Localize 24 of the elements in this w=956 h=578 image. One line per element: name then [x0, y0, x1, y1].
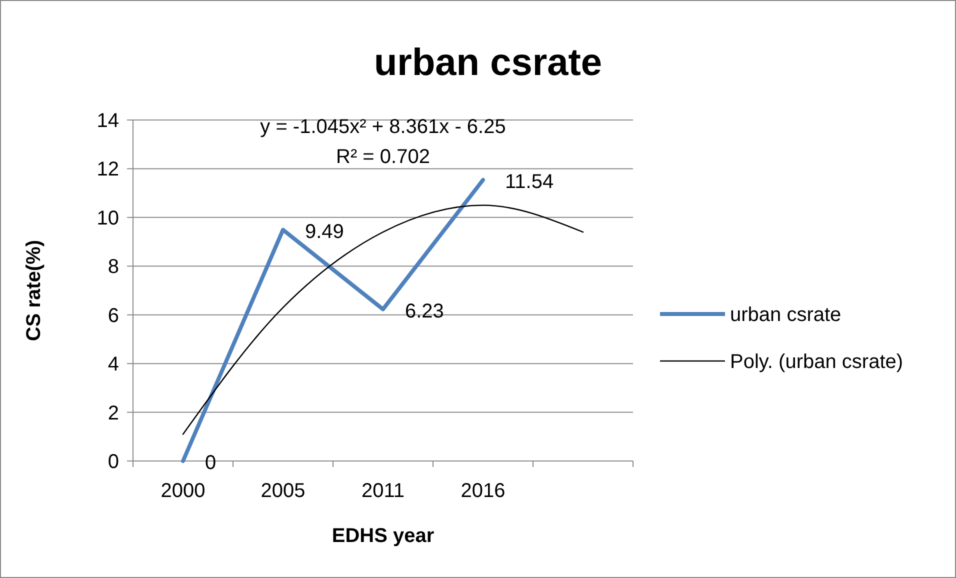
- data-label: 0: [205, 452, 216, 474]
- data-label: 9.49: [305, 220, 344, 243]
- legend-label: Poly. (urban csrate): [730, 351, 904, 373]
- y-tick-label: 8: [108, 256, 119, 278]
- y-tick-label: 0: [108, 451, 119, 473]
- data-label: 6.23: [405, 300, 444, 322]
- line-series: [182, 204, 584, 435]
- chart-title: urban csrate: [374, 42, 602, 84]
- annotation: R² = 0.702: [336, 146, 430, 168]
- x-axis-title: EDHS year: [332, 525, 434, 547]
- y-tick-label: 14: [96, 110, 119, 132]
- x-tick-label: 2016: [460, 480, 506, 502]
- x-tick-label: 2005: [260, 480, 306, 502]
- y-tick-label: 12: [96, 158, 119, 181]
- y-tick-label: 4: [108, 354, 119, 376]
- data-label: 11.54: [505, 170, 554, 193]
- y-tick-label: 10: [96, 207, 119, 230]
- y-tick-label: 2: [108, 402, 119, 424]
- y-axis-title: CS rate(%): [23, 240, 45, 342]
- x-tick-label: 2011: [361, 480, 405, 502]
- x-tick-label: 2000: [160, 480, 206, 502]
- annotation: y = -1.045x² + 8.361x - 6.25: [260, 116, 506, 138]
- legend-label: urban csrate: [730, 304, 842, 326]
- y-tick-label: 6: [108, 304, 119, 327]
